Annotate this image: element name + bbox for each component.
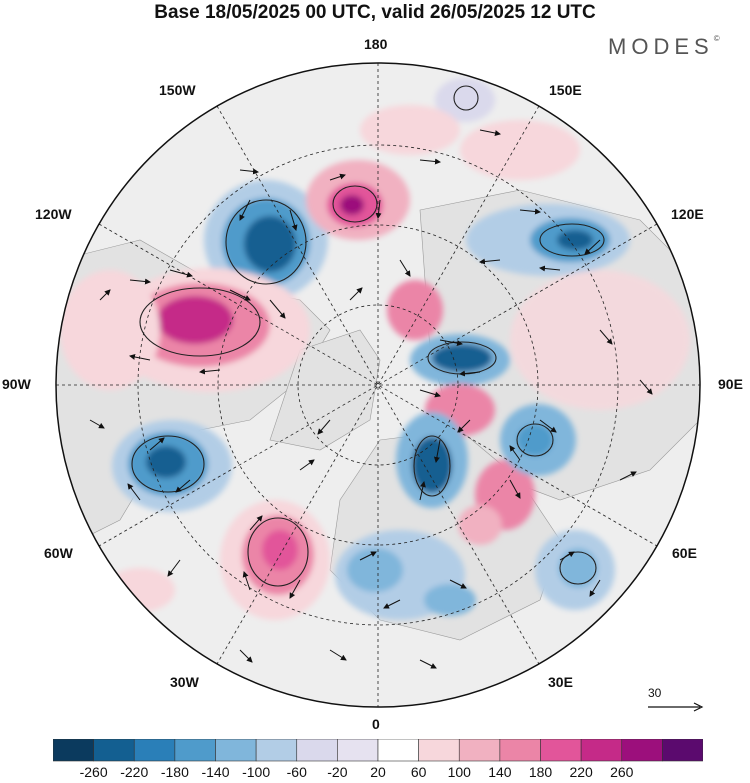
polar-map (55, 62, 701, 708)
lon-label-120w: 120W (35, 206, 72, 222)
colorbar-swatch (499, 739, 541, 762)
colorbar-swatch (93, 739, 135, 762)
colorbar-tick-label: 20 (370, 764, 386, 780)
lon-label-60w: 60W (44, 545, 73, 561)
colorbar-tick-label: -20 (327, 764, 348, 780)
graticule (56, 63, 700, 707)
colorbar-tick-label: 140 (488, 764, 512, 780)
lon-label-90e: 90E (718, 376, 743, 392)
colorbar-swatch (337, 739, 379, 762)
lon-label-0: 0 (372, 716, 380, 732)
colorbar-swatch (53, 739, 94, 762)
lon-label-30w: 30W (170, 674, 199, 690)
reference-vector-label: 30 (648, 686, 662, 700)
lon-label-150e: 150E (549, 82, 582, 98)
colorbar-tick-label: 180 (528, 764, 553, 780)
colorbar-tick-label: 60 (410, 764, 427, 780)
brand-name: MODES (608, 34, 714, 59)
colorbar-tick-label: -220 (120, 764, 149, 780)
colorbar-swatch (662, 739, 703, 762)
colorbar-swatch (418, 739, 460, 762)
colorbar-swatch (255, 739, 298, 762)
brand-mark: © (713, 34, 720, 43)
lon-label-180: 180 (364, 36, 388, 52)
lon-label-90w: 90W (2, 376, 31, 392)
lon-label-150w: 150W (159, 82, 196, 98)
reference-vector-arrow (648, 702, 704, 712)
colorbar-swatch (174, 739, 216, 762)
wind-vectors (89, 129, 653, 669)
lon-label-30e: 30E (548, 674, 573, 690)
colorbar-swatch (215, 739, 257, 762)
colorbar-tick-label: 260 (610, 764, 634, 780)
map-title: Base 18/05/2025 00 UTC, valid 26/05/2025… (154, 2, 596, 23)
anomaly-field (60, 78, 690, 620)
modes-logo: MODES© (608, 34, 720, 60)
colorbar-swatch (621, 739, 663, 762)
lon-label-60e: 60E (672, 545, 697, 561)
colorbar-swatch (377, 739, 419, 762)
colorbar-swatch (540, 739, 582, 762)
colorbar-swatch (133, 739, 176, 762)
lon-label-120e: 120E (671, 206, 704, 222)
colorbar-tick-label: -100 (242, 764, 271, 780)
colorbar-swatch (580, 739, 623, 762)
colorbar-tick-label: -260 (79, 764, 108, 780)
colorbar-swatch (296, 739, 338, 762)
colorbar-tick-label: -140 (201, 764, 230, 780)
colorbar-tick-label: 100 (447, 764, 471, 780)
colorbar-tick-label: -60 (286, 764, 307, 780)
colorbar-tick-label: -180 (160, 764, 189, 780)
colorbar (53, 739, 703, 762)
colorbar-swatch (458, 739, 501, 762)
anomaly-pos-arctic (387, 280, 443, 340)
colorbar-tick-label: 220 (569, 764, 593, 780)
